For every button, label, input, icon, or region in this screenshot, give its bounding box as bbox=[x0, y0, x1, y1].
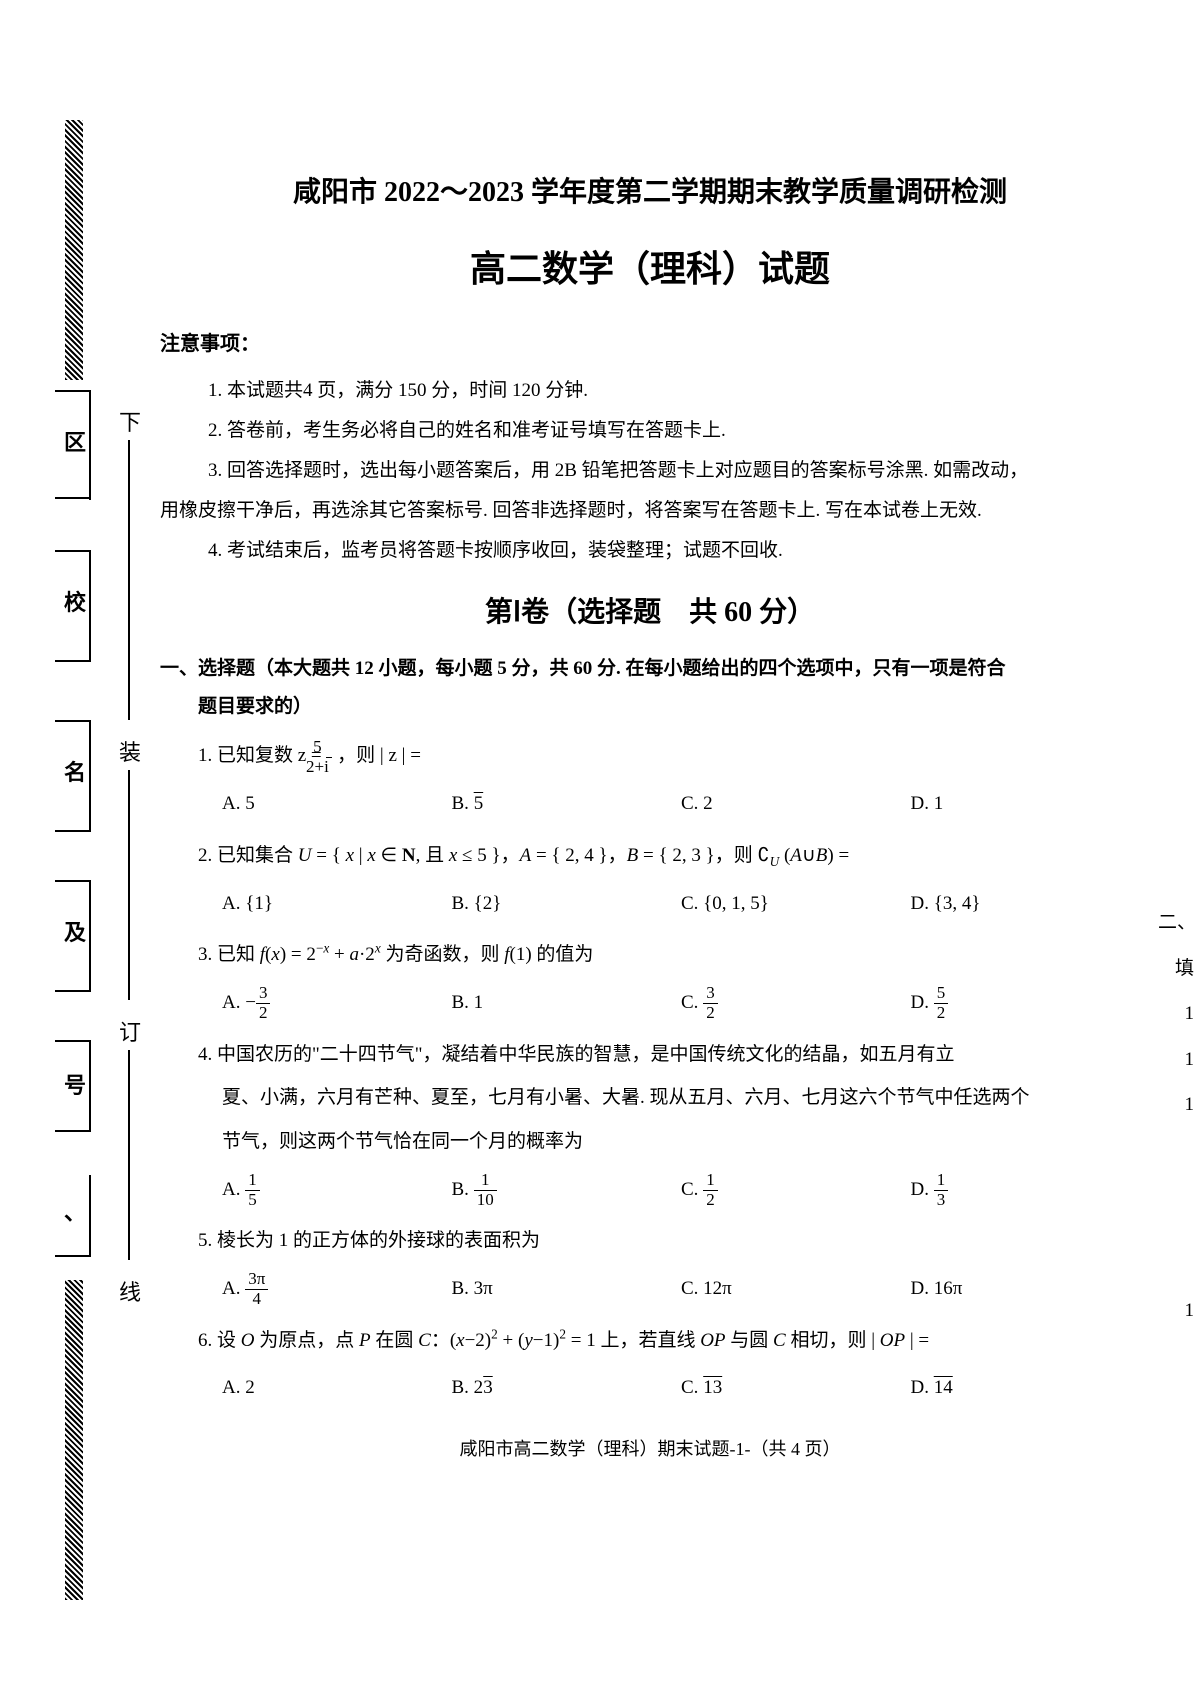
field-label: 校 bbox=[60, 585, 90, 617]
hatch-pattern-bottom bbox=[65, 1280, 83, 1600]
field-box-bottom bbox=[55, 497, 91, 499]
q-num: 3. bbox=[198, 944, 212, 965]
edge-text: 二、填 bbox=[1158, 900, 1200, 991]
q-stem: 已知集合 U = { x | x ∈ N, 且 x ≤ 5 }，A = { 2,… bbox=[217, 845, 849, 866]
edge-text: 1 bbox=[1158, 991, 1200, 1037]
hatch-pattern-top bbox=[65, 120, 83, 380]
option-b: B. 5 bbox=[452, 782, 682, 826]
q-stem: 设 O 为原点，点 P 在圆 C：(x−2)2 + (y−1)2 = 1 上，若… bbox=[217, 1330, 929, 1351]
question-1: 1. 已知复数 z = 52+i ，则 | z | = A. 5 B. 5 C.… bbox=[198, 734, 1140, 825]
q-num: 4. bbox=[198, 1044, 212, 1065]
field-label: 号 bbox=[60, 1068, 90, 1100]
exam-title-1: 咸阳市 2022～2023 学年度第二学期期末教学质量调研检测 bbox=[160, 170, 1140, 210]
question-5: 5. 棱长为 1 的正方体的外接球的表面积为 A. 3π4 B. 3π C. 1… bbox=[198, 1219, 1140, 1310]
binding-vline bbox=[128, 770, 130, 1000]
q-num: 2. bbox=[198, 845, 212, 866]
binding-vline bbox=[128, 440, 130, 720]
question-2: 2. 已知集合 U = { x | x ∈ N, 且 x ≤ 5 }，A = {… bbox=[198, 834, 1140, 925]
option-c: C. {0, 1, 5} bbox=[681, 882, 911, 926]
field-label: 、 bbox=[60, 1195, 90, 1227]
mcq-heading-2: 题目要求的） bbox=[198, 688, 1140, 726]
main-content: 咸阳市 2022～2023 学年度第二学期期末教学质量调研检测 高二数学（理科）… bbox=[160, 170, 1140, 1461]
field-label: 名 bbox=[60, 755, 90, 787]
notice-item: 4. 考试结束后，监考员将答题卡按顺序收回，装袋整理；试题不回收. bbox=[208, 531, 1140, 571]
q-stem: 棱长为 1 的正方体的外接球的表面积为 bbox=[217, 1230, 540, 1251]
question-4: 4. 中国农历的"二十四节气"，凝结着中华民族的智慧，是中国传统文化的结晶，如五… bbox=[198, 1033, 1140, 1212]
edge-text: 1 bbox=[1158, 1288, 1200, 1334]
q-num: 6. bbox=[198, 1330, 212, 1351]
field-box-bottom bbox=[55, 660, 91, 662]
option-a: A. {1} bbox=[222, 882, 452, 926]
option-d: D. 52 bbox=[911, 981, 1141, 1025]
notice-item: 2. 答卷前，考生务必将自己的姓名和准考证号填写在答题卡上. bbox=[208, 411, 1140, 451]
option-d: D. {3, 4} bbox=[911, 882, 1141, 926]
binding-char: 订 bbox=[115, 1015, 145, 1047]
q-num: 5. bbox=[198, 1230, 212, 1251]
option-c: C. 2 bbox=[681, 782, 911, 826]
notice-heading: 注意事项： bbox=[160, 327, 1140, 356]
option-c: C. 13 bbox=[681, 1366, 911, 1410]
binding-margin: 区 校 名 及 号 、 下 装 订 线 bbox=[0, 0, 140, 1698]
q-stem-line: 中国农历的"二十四节气"，凝结着中华民族的智慧，是中国传统文化的结晶，如五月有立 bbox=[217, 1044, 955, 1065]
field-label: 区 bbox=[60, 425, 90, 457]
option-b: B. {2} bbox=[452, 882, 682, 926]
notice-item: 3. 回答选择题时，选出每小题答案后，用 2B 铅笔把答题卡上对应题目的答案标号… bbox=[208, 451, 1140, 491]
option-a: A. −32 bbox=[222, 981, 452, 1025]
option-d: D. 16π bbox=[911, 1267, 1141, 1311]
field-box-bottom bbox=[55, 1130, 91, 1132]
option-d: D. 1 bbox=[911, 782, 1141, 826]
q-stem: ，则 | z | = bbox=[337, 745, 421, 766]
right-page-edge: 二、填 1 1 1 1 bbox=[1158, 900, 1200, 1334]
question-3: 3. 已知 f(x) = 2−x + a·2x 为奇函数，则 f(1) 的值为 … bbox=[198, 933, 1140, 1024]
option-d: D. 13 bbox=[911, 1168, 1141, 1212]
q-stem: 已知 f(x) = 2−x + a·2x 为奇函数，则 f(1) 的值为 bbox=[217, 944, 593, 965]
option-b: B. 3π bbox=[452, 1267, 682, 1311]
binding-char: 线 bbox=[115, 1275, 145, 1307]
field-box-bottom bbox=[55, 1255, 91, 1257]
mcq-heading: 一、选择题（本大题共 12 小题，每小题 5 分，共 60 分. 在每小题给出的… bbox=[160, 650, 1140, 688]
option-b: B. 23 bbox=[452, 1366, 682, 1410]
option-b: B. 1 bbox=[452, 981, 682, 1025]
edge-text: 1 bbox=[1158, 1037, 1200, 1083]
binding-char: 装 bbox=[115, 735, 145, 767]
q-stem-line: 节气，则这两个节气恰在同一个月的概率为 bbox=[222, 1120, 1140, 1164]
exam-title-2: 高二数学（理科）试题 bbox=[160, 240, 1140, 292]
option-c: C. 32 bbox=[681, 981, 911, 1025]
option-c: C. 12π bbox=[681, 1267, 911, 1311]
option-d: D. 14 bbox=[911, 1366, 1141, 1410]
option-a: A. 3π4 bbox=[222, 1267, 452, 1311]
option-b: B. 110 bbox=[452, 1168, 682, 1212]
field-box-bottom bbox=[55, 990, 91, 992]
field-label: 及 bbox=[60, 915, 90, 947]
option-a: A. 15 bbox=[222, 1168, 452, 1212]
option-a: A. 5 bbox=[222, 782, 452, 826]
notice-item-wrap: 用橡皮擦干净后，再选涂其它答案标号. 回答非选择题时，将答案写在答题卡上. 写在… bbox=[160, 491, 1140, 531]
q-stem-line: 夏、小满，六月有芒种、夏至，七月有小暑、大暑. 现从五月、六月、七月这六个节气中… bbox=[222, 1076, 1140, 1120]
edge-gap bbox=[1158, 1128, 1200, 1288]
option-a: A. 2 bbox=[222, 1366, 452, 1410]
binding-char: 下 bbox=[115, 405, 145, 437]
edge-text: 1 bbox=[1158, 1082, 1200, 1128]
q-num: 1. bbox=[198, 745, 212, 766]
section-1-title: 第Ⅰ卷（选择题 共 60 分） bbox=[160, 590, 1140, 630]
page-footer: 咸阳市高二数学（理科）期末试题-1-（共 4 页） bbox=[160, 1435, 1140, 1461]
binding-vline bbox=[128, 1050, 130, 1260]
notice-item: 1. 本试题共4 页，满分 150 分，时间 120 分钟. bbox=[208, 371, 1140, 411]
option-c: C. 12 bbox=[681, 1168, 911, 1212]
question-6: 6. 设 O 为原点，点 P 在圆 C：(x−2)2 + (y−1)2 = 1 … bbox=[198, 1319, 1140, 1410]
field-box-bottom bbox=[55, 830, 91, 832]
